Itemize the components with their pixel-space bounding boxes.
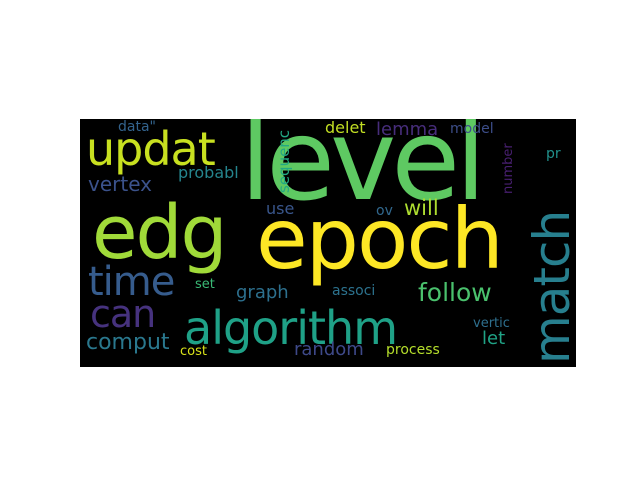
word-sequenc: sequenc [275,129,293,193]
word-can: can [90,292,156,336]
word-number: number [501,143,516,194]
word-associ: associ [332,283,376,299]
word-set: set [195,277,215,292]
word-epoch: epoch [256,190,504,288]
word-cost: cost [180,344,207,359]
word-follow: follow [418,278,492,307]
word-will: will [404,196,439,220]
word-vertic: vertic [473,316,510,331]
word-cloud-canvas: level epoch edg algorithm match updat ti… [80,119,576,367]
word-graph: graph [236,282,289,303]
word-pr: pr [546,146,561,162]
word-use: use [266,199,295,218]
word-comput: comput [86,330,170,355]
word-level: level [240,119,486,226]
word-updat: updat [86,122,216,176]
word-model: model [450,121,494,137]
word-process: process [386,342,440,358]
word-match: match [523,210,576,364]
word-edg: edg [92,190,227,276]
word-vertex: vertex [88,172,152,196]
word-probabl: probabl [178,163,239,182]
word-algorithm: algorithm [184,301,398,355]
word-ov: ov [376,203,393,219]
word-delet: delet [325,119,366,137]
word-let: let [482,328,506,349]
word-lemma: lemma [376,119,439,140]
word-data: data" [118,119,156,135]
word-random: random [294,339,364,360]
word-time: time [88,259,175,305]
